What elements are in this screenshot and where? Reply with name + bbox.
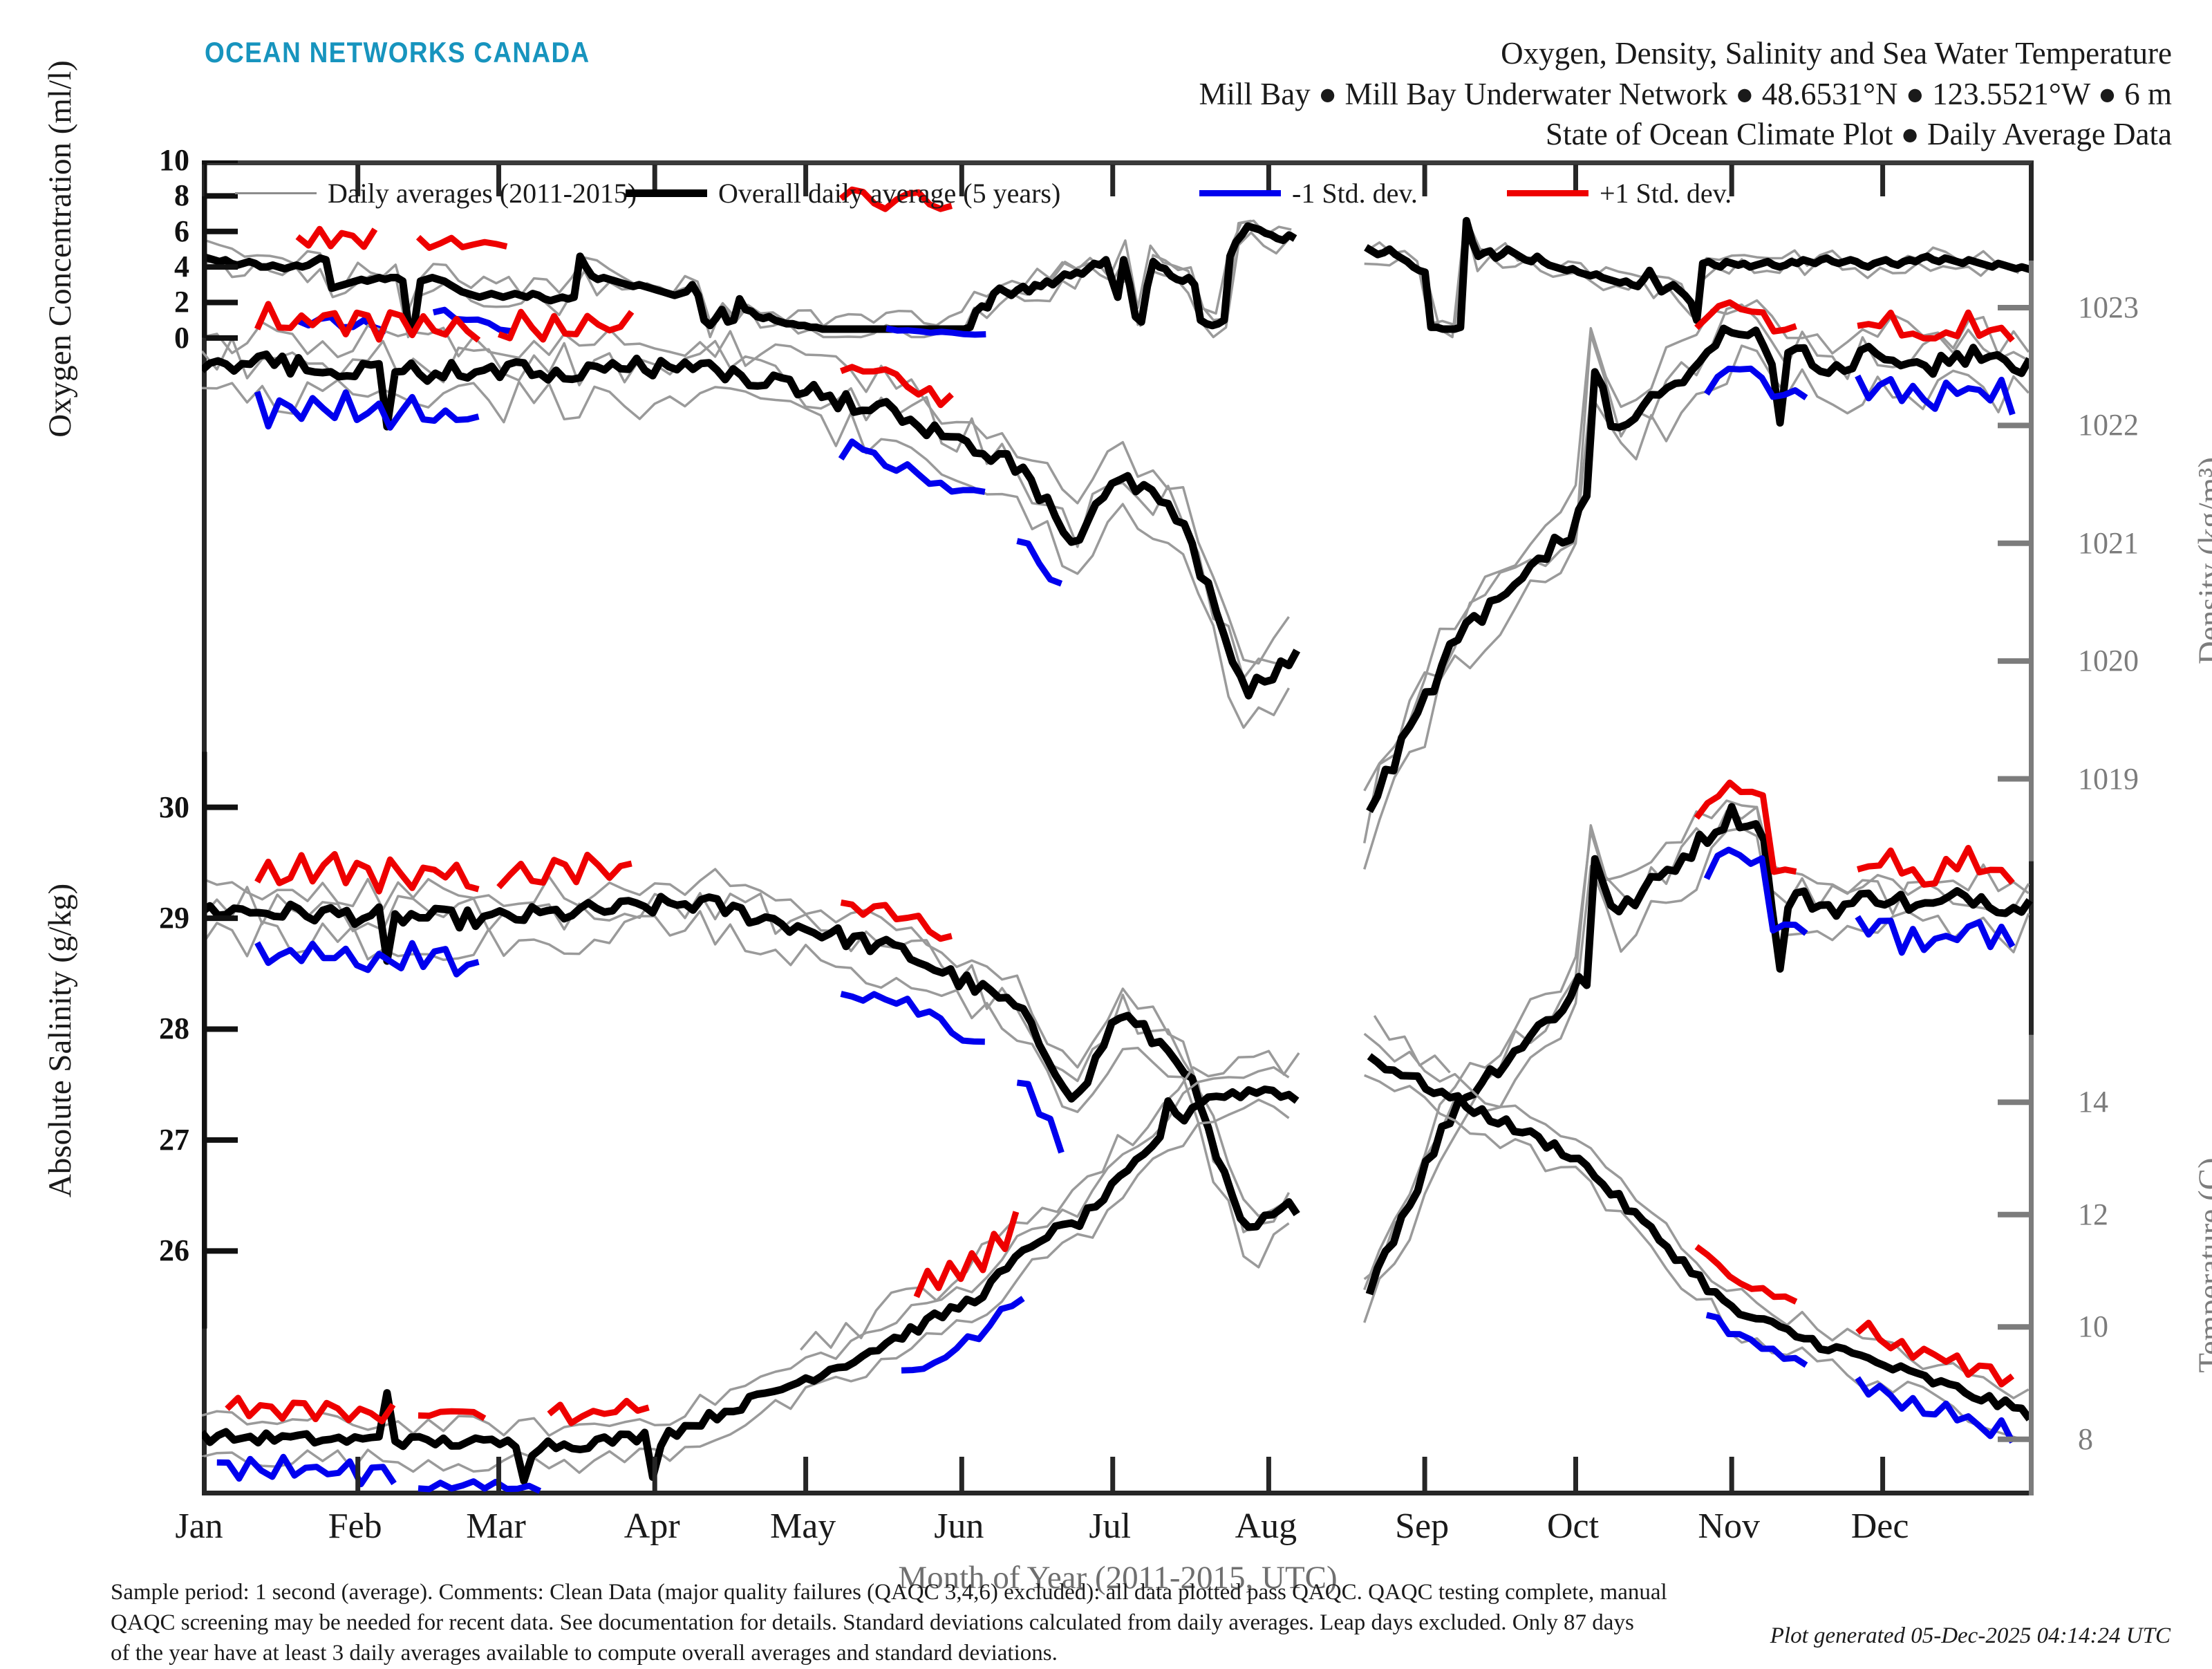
- legend-label-0: Daily averages (2011-2015): [328, 177, 637, 209]
- x-tick-label-jul: Jul: [1089, 1507, 1132, 1546]
- y-tick-label-density-1023: 1023: [2078, 290, 2139, 324]
- title-line-3: State of Ocean Climate Plot ● Daily Aver…: [1545, 117, 2172, 151]
- y-axis-title-salinity: Absolute Salinity (g/kg): [42, 883, 78, 1197]
- x-tick-label-mar: Mar: [466, 1507, 526, 1546]
- footer-notes: Sample period: 1 second (average). Comme…: [111, 1578, 1667, 1669]
- legend-item-3: +1 Std. dev.: [1507, 174, 1732, 212]
- y-tick-label-salinity-27: 27: [159, 1122, 189, 1157]
- legend-item-2: -1 Std. dev.: [1199, 174, 1418, 212]
- y-axis-title-density: Density (kg/m³): [2192, 457, 2212, 665]
- title-line-2: Mill Bay ● Mill Bay Underwater Network ●…: [1199, 76, 2172, 111]
- y-tick-label-density-1022: 1022: [2078, 408, 2139, 442]
- x-tick-label-jun: Jun: [934, 1507, 984, 1546]
- y-axis-title-oxygen: Oxygen Concentration (ml/l): [42, 60, 78, 438]
- legend-label-2: -1 Std. dev.: [1292, 177, 1418, 209]
- y-tick-label-salinity-26: 26: [159, 1233, 189, 1268]
- footer-line-2: QAQC screening may be needed for recent …: [111, 1610, 1634, 1635]
- x-tick-label-may: May: [769, 1507, 836, 1546]
- y-tick-label-temperature-8: 8: [2078, 1421, 2093, 1456]
- x-tick-label-aug: Aug: [1235, 1507, 1297, 1546]
- y-tick-label-salinity-28: 28: [159, 1011, 189, 1046]
- footer-line-3: of the year have at least 3 daily averag…: [111, 1640, 1058, 1666]
- y-tick-label-salinity-30: 30: [159, 790, 189, 824]
- legend-swatch-3: [1507, 189, 1588, 196]
- chart-plot-area: [202, 160, 2034, 1495]
- y-tick-label-temperature-14: 14: [2078, 1085, 2108, 1119]
- chart-legend: Daily averages (2011-2015) Overall daily …: [235, 174, 1732, 212]
- x-tick-label-oct: Oct: [1546, 1507, 1600, 1546]
- x-tick-label-feb: Feb: [328, 1507, 382, 1546]
- chart-title-block: Oxygen, Density, Salinity and Sea Water …: [1199, 33, 2172, 155]
- y-tick-label-temperature-12: 12: [2078, 1197, 2108, 1231]
- y-tick-label-oxygen-6: 6: [174, 214, 189, 248]
- y-tick-label-temperature-10: 10: [2078, 1309, 2108, 1344]
- x-tick-label-apr: Apr: [624, 1507, 680, 1546]
- y-tick-label-oxygen-8: 8: [174, 178, 189, 213]
- y-tick-label-oxygen-4: 4: [174, 250, 189, 284]
- y-tick-label-density-1020: 1020: [2078, 644, 2139, 678]
- y-tick-label-density-1019: 1019: [2078, 761, 2139, 796]
- legend-item-0: Daily averages (2011-2015): [235, 174, 637, 212]
- legend-item-1: Overall daily average (5 years): [626, 174, 1060, 212]
- legend-label-3: +1 Std. dev.: [1600, 177, 1732, 209]
- y-tick-label-oxygen-10: 10: [159, 143, 189, 177]
- x-tick-label-jan: Jan: [175, 1507, 223, 1546]
- y-tick-label-oxygen-2: 2: [174, 285, 189, 319]
- title-line-1: Oxygen, Density, Salinity and Sea Water …: [1501, 36, 2172, 71]
- legend-label-1: Overall daily average (5 years): [718, 177, 1061, 209]
- y-tick-label-density-1021: 1021: [2078, 525, 2139, 560]
- y-tick-label-salinity-29: 29: [159, 901, 189, 935]
- plot-canvas: [202, 160, 2034, 1495]
- y-tick-label-oxygen-0: 0: [174, 320, 189, 355]
- y-axis-title-temperature: Temperature (C): [2192, 1157, 2212, 1373]
- plot-generated-timestamp: Plot generated 05-Dec-2025 04:14:24 UTC: [1770, 1623, 2171, 1648]
- footer-line-1: Sample period: 1 second (average). Comme…: [111, 1580, 1667, 1605]
- x-axis-title: Month of Year (2011-2015, UTC): [898, 1560, 1338, 1596]
- x-axis-tick-labels: Jan Feb Mar Apr May Jun Jul Aug Sep Oct Nov Dec: [175, 1506, 2034, 1554]
- legend-swatch-1: [626, 189, 707, 197]
- x-tick-label-sep: Sep: [1395, 1507, 1450, 1546]
- x-tick-label-dec: Dec: [1850, 1507, 1909, 1546]
- x-tick-label-nov: Nov: [1698, 1507, 1760, 1546]
- legend-swatch-0: [235, 192, 317, 194]
- onc-logo: OCEAN NETWORKS CANADA: [205, 36, 590, 68]
- legend-swatch-2: [1199, 189, 1281, 196]
